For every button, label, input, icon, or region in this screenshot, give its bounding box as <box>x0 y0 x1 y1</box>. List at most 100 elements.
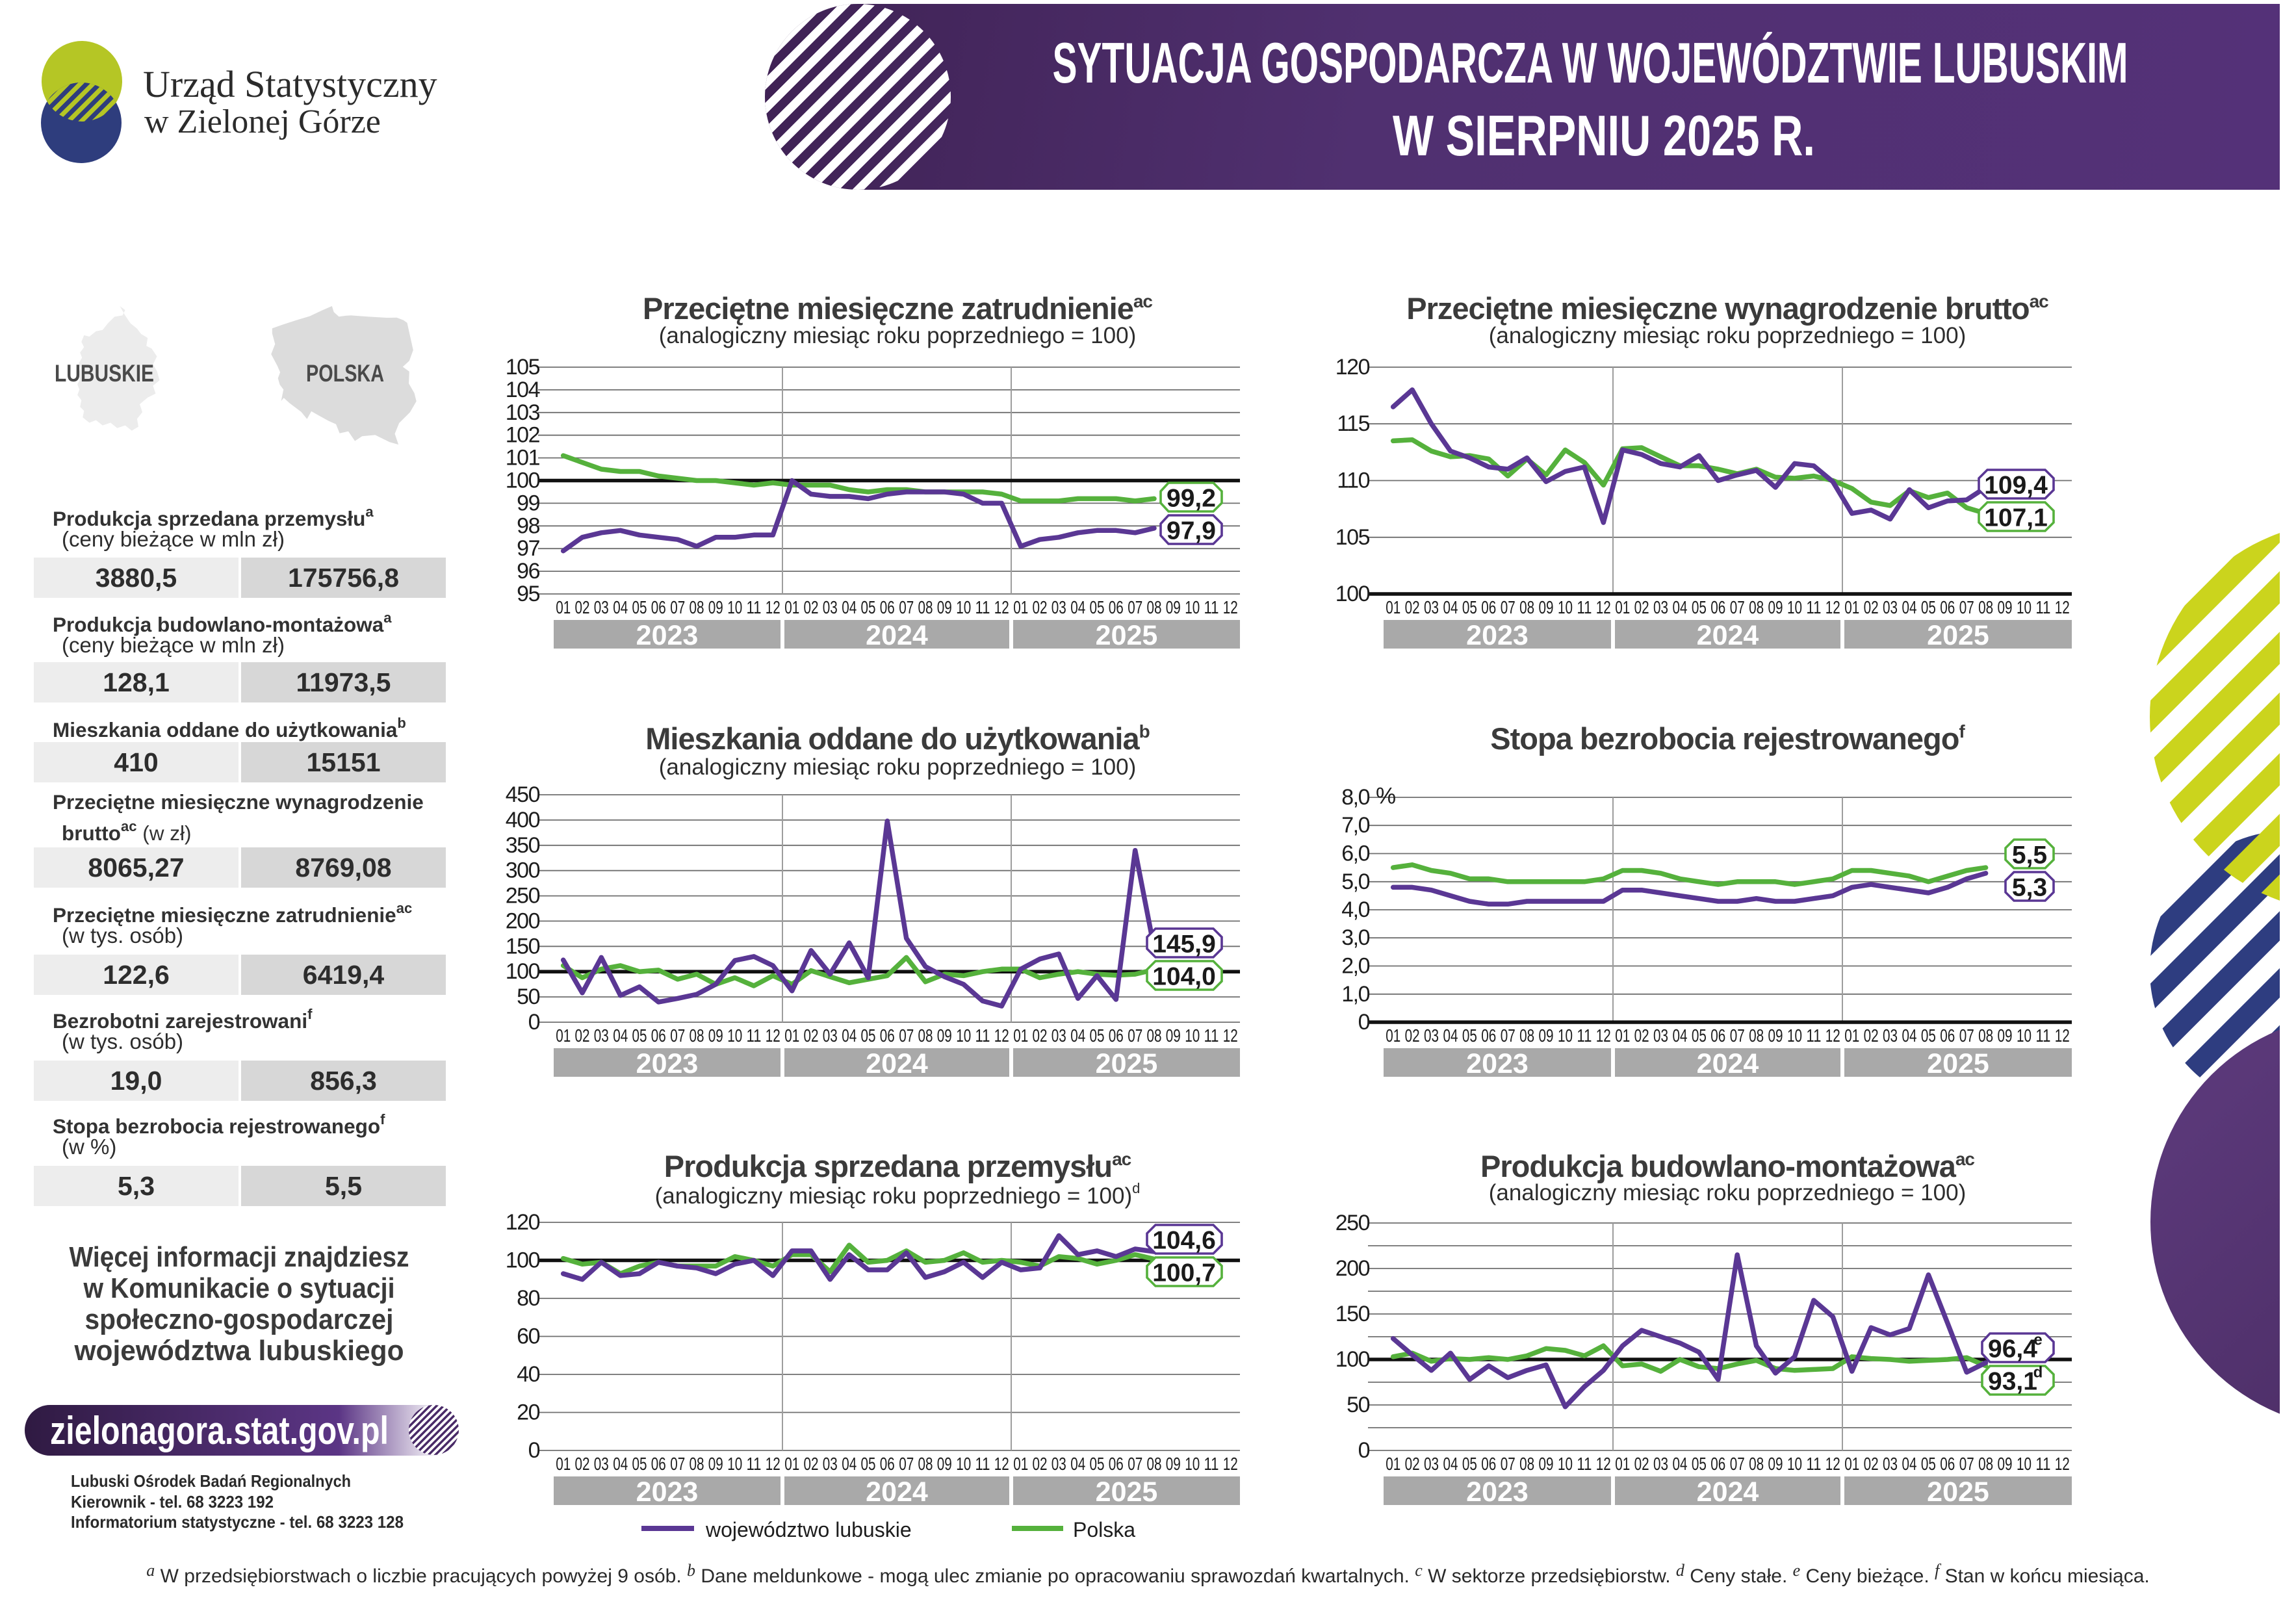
svg-text:10: 10 <box>1558 597 1573 617</box>
svg-text:04: 04 <box>1673 1025 1688 1046</box>
svg-text:08: 08 <box>690 1025 704 1046</box>
svg-text:03: 03 <box>1424 597 1439 617</box>
svg-text:01: 01 <box>1386 597 1400 617</box>
svg-text:250: 250 <box>506 884 540 908</box>
svg-text:01: 01 <box>1844 1025 1859 1046</box>
svg-text:01: 01 <box>1386 1454 1400 1474</box>
svg-text:09: 09 <box>1768 1454 1783 1474</box>
svg-text:Polska: Polska <box>1073 1518 1135 1541</box>
svg-text:450: 450 <box>506 782 540 807</box>
svg-text:02: 02 <box>1405 1454 1420 1474</box>
svg-text:10: 10 <box>727 1454 742 1474</box>
svg-text:93,1: 93,1 <box>1988 1368 2037 1396</box>
svg-text:04: 04 <box>1673 1454 1688 1474</box>
svg-text:01: 01 <box>1615 1025 1630 1046</box>
svg-text:150: 150 <box>1335 1302 1370 1326</box>
svg-text:300: 300 <box>506 858 540 883</box>
svg-text:10: 10 <box>1787 1025 1802 1046</box>
svg-text:2024: 2024 <box>1697 1476 1759 1508</box>
svg-text:09: 09 <box>708 1454 723 1474</box>
svg-text:2,0: 2,0 <box>1341 954 1369 979</box>
svg-text:03: 03 <box>1883 1025 1898 1046</box>
svg-text:06: 06 <box>1940 597 1955 617</box>
svg-text:11: 11 <box>2035 1454 2050 1474</box>
svg-text:06: 06 <box>1710 1454 1725 1474</box>
svg-text:08: 08 <box>1749 1454 1764 1474</box>
svg-text:08: 08 <box>1147 1454 1162 1474</box>
svg-text:%: % <box>1376 784 1396 809</box>
svg-text:03: 03 <box>1653 1454 1668 1474</box>
svg-text:08: 08 <box>1978 1454 1993 1474</box>
svg-text:10: 10 <box>727 1025 742 1046</box>
svg-text:2024: 2024 <box>866 1048 928 1079</box>
svg-text:100: 100 <box>506 959 540 984</box>
svg-text:40: 40 <box>517 1362 539 1387</box>
svg-text:08: 08 <box>1978 597 1993 617</box>
svg-text:11: 11 <box>1806 1025 1821 1046</box>
svg-text:10: 10 <box>1185 1454 1200 1474</box>
svg-text:02: 02 <box>575 1454 590 1474</box>
svg-text:06: 06 <box>1481 597 1496 617</box>
svg-text:07: 07 <box>899 597 914 617</box>
svg-text:Kierownik - tel. 68 3223 192: Kierownik - tel. 68 3223 192 <box>71 1492 274 1512</box>
svg-text:01: 01 <box>784 1454 799 1474</box>
svg-text:04: 04 <box>1902 1025 1917 1046</box>
svg-text:10: 10 <box>2017 1454 2032 1474</box>
svg-text:01: 01 <box>1615 1454 1630 1474</box>
svg-text:05: 05 <box>1692 1454 1707 1474</box>
svg-text:07: 07 <box>1730 597 1745 617</box>
svg-text:10: 10 <box>1787 597 1802 617</box>
svg-text:60: 60 <box>517 1324 539 1349</box>
svg-text:województwo lubuskie: województwo lubuskie <box>705 1518 912 1541</box>
svg-text:12: 12 <box>1825 1454 1840 1474</box>
svg-text:06: 06 <box>1109 1454 1124 1474</box>
svg-text:2023: 2023 <box>1466 1476 1529 1508</box>
svg-text:2023: 2023 <box>636 1048 699 1079</box>
svg-text:07: 07 <box>1501 1025 1516 1046</box>
svg-text:2025: 2025 <box>1096 620 1158 651</box>
svg-text:05: 05 <box>861 597 876 617</box>
svg-text:99,2: 99,2 <box>1167 485 1216 513</box>
svg-text:09: 09 <box>708 1025 723 1046</box>
svg-text:12: 12 <box>1223 1454 1238 1474</box>
svg-text:5,0: 5,0 <box>1341 869 1369 894</box>
svg-text:2023: 2023 <box>636 1476 699 1508</box>
svg-text:350: 350 <box>506 833 540 858</box>
svg-text:105: 105 <box>506 355 540 380</box>
svg-text:104,6: 104,6 <box>1152 1227 1216 1255</box>
svg-text:04: 04 <box>1902 1454 1917 1474</box>
svg-text:11: 11 <box>1577 597 1592 617</box>
svg-text:07: 07 <box>670 1454 685 1474</box>
svg-text:109,4: 109,4 <box>1984 472 2048 500</box>
svg-text:04: 04 <box>1443 1025 1458 1046</box>
svg-text:08: 08 <box>918 1025 933 1046</box>
svg-text:2024: 2024 <box>866 1476 928 1508</box>
svg-text:95: 95 <box>517 582 539 606</box>
svg-text:d: d <box>2033 1364 2043 1382</box>
svg-text:105: 105 <box>1335 525 1370 550</box>
svg-text:12: 12 <box>766 597 780 617</box>
svg-text:10: 10 <box>727 597 742 617</box>
svg-text:05: 05 <box>1462 597 1477 617</box>
svg-text:05: 05 <box>861 1454 876 1474</box>
svg-text:08: 08 <box>1519 1454 1534 1474</box>
svg-text:06: 06 <box>1940 1025 1955 1046</box>
svg-text:01: 01 <box>1844 597 1859 617</box>
svg-text:05: 05 <box>1090 1025 1105 1046</box>
svg-text:05: 05 <box>632 1025 647 1046</box>
svg-text:01: 01 <box>1844 1454 1859 1474</box>
svg-text:05: 05 <box>1921 597 1936 617</box>
svg-text:02: 02 <box>1634 597 1649 617</box>
svg-text:120: 120 <box>506 1210 540 1235</box>
svg-text:4,0: 4,0 <box>1341 897 1369 922</box>
svg-text:12: 12 <box>1596 597 1611 617</box>
svg-text:8,0: 8,0 <box>1341 785 1369 810</box>
svg-text:07: 07 <box>1501 597 1516 617</box>
svg-text:250: 250 <box>1335 1211 1370 1235</box>
svg-text:09: 09 <box>937 597 952 617</box>
svg-text:12: 12 <box>2055 1025 2070 1046</box>
svg-text:11: 11 <box>1577 1025 1592 1046</box>
svg-text:05: 05 <box>1921 1454 1936 1474</box>
svg-text:08: 08 <box>1519 597 1534 617</box>
svg-text:06: 06 <box>880 1454 895 1474</box>
